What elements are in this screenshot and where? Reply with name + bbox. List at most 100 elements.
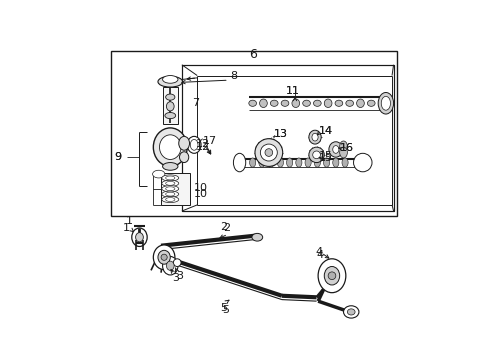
- Text: 2: 2: [220, 222, 227, 232]
- Text: 9: 9: [114, 152, 121, 162]
- Ellipse shape: [162, 186, 179, 192]
- Ellipse shape: [287, 158, 293, 167]
- Ellipse shape: [309, 147, 324, 163]
- Ellipse shape: [158, 76, 183, 87]
- Ellipse shape: [162, 197, 179, 203]
- Ellipse shape: [381, 96, 391, 110]
- Text: 10: 10: [194, 189, 207, 199]
- Ellipse shape: [158, 250, 171, 264]
- Ellipse shape: [166, 187, 175, 191]
- Text: 8: 8: [230, 71, 238, 81]
- Ellipse shape: [265, 149, 273, 156]
- Ellipse shape: [296, 158, 302, 167]
- Ellipse shape: [324, 266, 340, 285]
- Ellipse shape: [314, 100, 321, 106]
- Ellipse shape: [252, 233, 263, 241]
- Bar: [161, 172, 190, 205]
- Text: 4: 4: [317, 249, 324, 260]
- Ellipse shape: [268, 158, 274, 167]
- Ellipse shape: [249, 158, 256, 167]
- Ellipse shape: [312, 133, 318, 141]
- Text: 4: 4: [315, 247, 322, 257]
- Ellipse shape: [166, 198, 175, 202]
- Text: 6: 6: [249, 48, 257, 61]
- Ellipse shape: [277, 158, 283, 167]
- Text: 9: 9: [114, 152, 121, 162]
- Ellipse shape: [190, 139, 198, 150]
- Bar: [111, 51, 397, 216]
- Ellipse shape: [342, 158, 348, 167]
- Ellipse shape: [346, 100, 354, 106]
- Ellipse shape: [335, 100, 343, 106]
- Text: 10: 10: [194, 183, 207, 193]
- Ellipse shape: [333, 158, 339, 167]
- Ellipse shape: [162, 180, 179, 186]
- Text: 12: 12: [196, 142, 210, 152]
- Ellipse shape: [163, 163, 178, 170]
- Ellipse shape: [324, 99, 332, 108]
- Text: 17: 17: [203, 136, 217, 145]
- Text: 16: 16: [340, 143, 354, 153]
- Ellipse shape: [179, 136, 190, 150]
- Polygon shape: [182, 65, 393, 211]
- Text: 16: 16: [340, 143, 354, 153]
- Ellipse shape: [166, 181, 175, 185]
- Ellipse shape: [328, 272, 336, 280]
- Ellipse shape: [162, 175, 179, 181]
- Ellipse shape: [281, 100, 289, 106]
- Ellipse shape: [318, 259, 346, 293]
- Text: 7: 7: [192, 98, 199, 108]
- Text: 1: 1: [122, 223, 129, 233]
- Ellipse shape: [132, 228, 147, 247]
- Ellipse shape: [313, 151, 320, 159]
- Ellipse shape: [323, 158, 330, 167]
- Text: 15: 15: [319, 153, 333, 163]
- Ellipse shape: [249, 100, 257, 106]
- Ellipse shape: [163, 256, 178, 275]
- Ellipse shape: [340, 147, 347, 158]
- Ellipse shape: [152, 170, 165, 178]
- Ellipse shape: [357, 99, 365, 108]
- Text: 3: 3: [172, 273, 179, 283]
- Text: 14: 14: [319, 126, 333, 136]
- Ellipse shape: [303, 100, 311, 106]
- Ellipse shape: [179, 152, 189, 163]
- Ellipse shape: [347, 309, 355, 315]
- Ellipse shape: [292, 99, 300, 108]
- Ellipse shape: [153, 128, 187, 166]
- Text: 13: 13: [273, 130, 288, 139]
- Ellipse shape: [233, 153, 246, 172]
- Text: 5: 5: [222, 305, 230, 315]
- Text: 15: 15: [319, 151, 333, 161]
- Ellipse shape: [329, 142, 343, 157]
- Ellipse shape: [343, 306, 359, 318]
- Text: 11: 11: [286, 86, 300, 95]
- Text: 1: 1: [126, 216, 133, 226]
- Text: 13: 13: [273, 130, 288, 139]
- Ellipse shape: [314, 158, 320, 167]
- Ellipse shape: [187, 136, 201, 153]
- Ellipse shape: [167, 261, 174, 270]
- Ellipse shape: [378, 93, 393, 114]
- Ellipse shape: [167, 102, 174, 111]
- Ellipse shape: [270, 100, 278, 106]
- Ellipse shape: [354, 153, 372, 172]
- Ellipse shape: [166, 94, 175, 100]
- Ellipse shape: [309, 130, 321, 144]
- Ellipse shape: [165, 112, 175, 119]
- Ellipse shape: [163, 76, 178, 83]
- Ellipse shape: [340, 141, 347, 152]
- Text: 3: 3: [176, 271, 183, 281]
- Ellipse shape: [153, 245, 175, 270]
- Ellipse shape: [305, 158, 311, 167]
- Ellipse shape: [166, 176, 175, 180]
- Text: 5: 5: [220, 303, 227, 314]
- Ellipse shape: [368, 100, 375, 106]
- Text: 12: 12: [196, 139, 210, 149]
- Ellipse shape: [259, 158, 265, 167]
- Ellipse shape: [333, 145, 339, 153]
- Ellipse shape: [260, 144, 277, 161]
- Text: 11: 11: [286, 86, 300, 95]
- Ellipse shape: [260, 99, 268, 108]
- Ellipse shape: [162, 191, 179, 197]
